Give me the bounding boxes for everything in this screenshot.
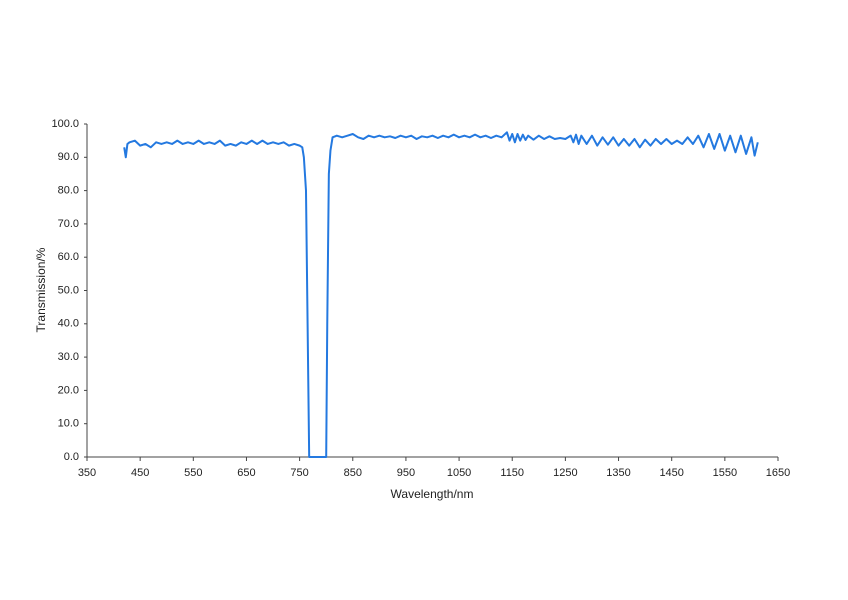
y-tick-label: 60.0: [58, 251, 79, 263]
y-tick-label: 30.0: [58, 351, 79, 363]
y-tick-label: 50.0: [58, 284, 79, 296]
x-tick-label: 550: [184, 467, 202, 479]
y-tick-label: 80.0: [58, 185, 79, 197]
x-tick-label: 1050: [447, 467, 471, 479]
x-tick-label: 950: [397, 467, 415, 479]
x-tick-label: 450: [131, 467, 149, 479]
x-tick-label: 1550: [713, 467, 737, 479]
x-tick-label: 750: [290, 467, 308, 479]
y-tick-label: 10.0: [58, 418, 79, 430]
x-tick-label: 1350: [606, 467, 630, 479]
y-tick-label: 70.0: [58, 218, 79, 230]
x-tick-label: 350: [78, 467, 96, 479]
x-tick-label: 1150: [500, 467, 524, 479]
y-tick-label: 100.0: [51, 118, 79, 130]
y-tick-label: 40.0: [58, 318, 79, 330]
x-axis-title: Wavelength/nm: [391, 487, 474, 501]
data-line: [123, 131, 759, 458]
x-tick-label: 1450: [659, 467, 683, 479]
y-axis-title: Transmission/%: [34, 247, 48, 332]
y-tick-label: 0.0: [64, 451, 79, 463]
x-tick-label: 650: [237, 467, 255, 479]
x-tick-label: 1250: [553, 467, 577, 479]
x-tick-label: 850: [344, 467, 362, 479]
y-tick-label: 20.0: [58, 384, 79, 396]
x-tick-label: 1650: [766, 467, 790, 479]
y-tick-label: 90.0: [58, 151, 79, 163]
